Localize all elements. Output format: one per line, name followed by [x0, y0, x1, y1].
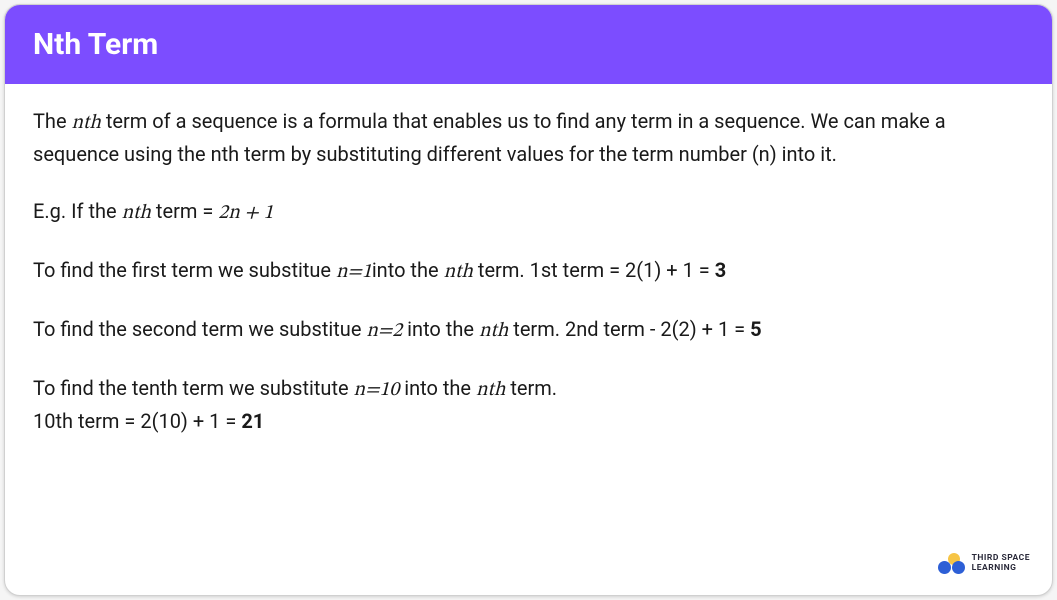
logo-mark-icon — [936, 553, 966, 575]
text: term of a sequence is a formula that ena… — [33, 109, 946, 166]
math-nth: nth — [72, 113, 101, 133]
card-body: The nth term of a sequence is a formula … — [5, 84, 1052, 457]
logo-dot-blue — [938, 561, 951, 574]
text: The — [33, 109, 72, 133]
text: into the — [399, 376, 476, 400]
answer: 21 — [241, 409, 264, 433]
paragraph-example: E.g. If the nth term = 2n + 1 — [33, 196, 1024, 229]
math-nth: nth — [479, 321, 508, 341]
paragraph-first-term: To find the first term we substitue n=1i… — [33, 255, 1024, 288]
card-header: Nth Term — [5, 5, 1052, 84]
text: into the — [402, 317, 479, 341]
text: To find the tenth term we substitute — [33, 376, 354, 400]
text: term = — [151, 199, 218, 223]
math-sub: n=1 — [336, 262, 372, 282]
brand-logo: THIRD SPACE LEARNING — [936, 553, 1030, 575]
logo-line2: LEARNING — [972, 564, 1030, 574]
text: term. 2nd term - 2(2) + 1 = — [508, 317, 750, 341]
text: term. — [505, 376, 557, 400]
content-card: Nth Term The nth term of a sequence is a… — [4, 4, 1053, 596]
math-nth: nth — [444, 262, 473, 282]
text: term. 1st term = 2(1) + 1 = — [473, 258, 715, 282]
math-sub: n=2 — [366, 321, 402, 341]
math-sub: n=10 — [354, 380, 400, 400]
text: To find the first term we substitue — [33, 258, 336, 282]
text: into the — [372, 258, 444, 282]
paragraph-tenth-term: To find the tenth term we substitute n=1… — [33, 373, 1024, 437]
math-formula: 2n + 1 — [218, 203, 273, 223]
paragraph-second-term: To find the second term we substitue n=2… — [33, 314, 1024, 347]
card-title: Nth Term — [33, 27, 158, 62]
text: 10th term = 2(10) + 1 = — [33, 409, 241, 433]
logo-text: THIRD SPACE LEARNING — [972, 554, 1030, 574]
text: To find the second term we substitue — [33, 317, 366, 341]
answer: 5 — [750, 317, 761, 341]
text: E.g. If the — [33, 199, 122, 223]
math-nth: nth — [476, 380, 505, 400]
math-nth: nth — [122, 203, 151, 223]
answer: 3 — [715, 258, 726, 282]
paragraph-intro: The nth term of a sequence is a formula … — [33, 106, 1024, 170]
logo-dot-blue — [952, 561, 965, 574]
